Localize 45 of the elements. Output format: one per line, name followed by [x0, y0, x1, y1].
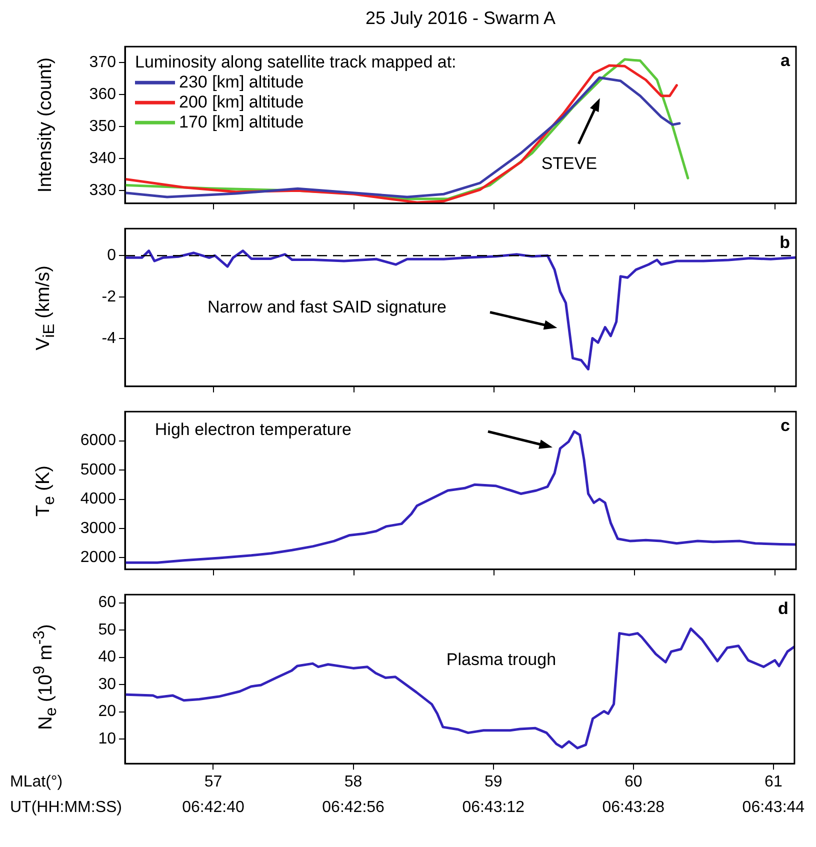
- annotation: c: [780, 416, 790, 435]
- y-tick-label: 0: [107, 247, 116, 264]
- y-tick-label: 360: [89, 86, 116, 104]
- y-tick-label: -2: [102, 288, 116, 306]
- x-tick-label: 58: [344, 774, 362, 791]
- x2-tick-label: 06:43:12: [462, 798, 525, 816]
- y-tick-label: 4000: [80, 490, 116, 508]
- x2-tick-label: 06:43:28: [602, 798, 665, 816]
- x2-axis-title: UT(HH:MM:SS): [10, 798, 122, 816]
- y-tick-label: 10: [98, 730, 116, 748]
- y-tick-label: -4: [102, 330, 116, 348]
- chart-title: 25 July 2016 - Swarm A: [364, 8, 557, 30]
- y-tick-label: 40: [98, 648, 116, 666]
- annotation: d: [778, 598, 788, 618]
- annotation: STEVE: [541, 154, 598, 173]
- legend-label: 200 [km] altitude: [179, 92, 304, 112]
- annotation: High electron temperature: [154, 420, 352, 440]
- y-tick-label: 3000: [80, 520, 116, 537]
- x-tick-label: 61: [764, 774, 782, 791]
- x2-tick-label: 06:43:44: [742, 798, 805, 816]
- legend-title: Luminosity along satellite track mapped at:: [135, 52, 456, 72]
- annotation: Plasma trough: [446, 650, 556, 669]
- y-tick-label: 370: [89, 54, 116, 72]
- x2-tick-label: 06:42:56: [322, 798, 385, 816]
- x-tick-label: 60: [624, 774, 642, 791]
- y-tick-label: 60: [98, 594, 116, 612]
- x-tick-label: 57: [204, 774, 222, 791]
- y-tick-label: 2000: [80, 549, 116, 566]
- y-tick-label: 340: [89, 150, 116, 168]
- y-tick-label: 50: [98, 621, 116, 638]
- y-tick-label: 6000: [80, 432, 116, 450]
- y-tick-label: 30: [98, 676, 116, 693]
- x2-tick-label: 06:42:40: [182, 798, 244, 816]
- annotation: Narrow and fast SAID signature: [207, 298, 446, 317]
- annotation: b: [780, 232, 790, 252]
- y-tick-label: 350: [89, 118, 116, 136]
- legend-label: 170 [km] altitude: [179, 112, 304, 132]
- y-axis-title: Intensity (count): [35, 57, 57, 193]
- annotation: a: [780, 50, 791, 70]
- y-tick-label: 5000: [80, 461, 116, 478]
- x-axis-title: MLat(°): [10, 774, 63, 791]
- legend-label: 230 [km] altitude: [179, 72, 304, 92]
- y-tick-label: 330: [89, 182, 116, 200]
- y-tick-label: 20: [98, 703, 116, 720]
- x-tick-label: 59: [484, 774, 502, 791]
